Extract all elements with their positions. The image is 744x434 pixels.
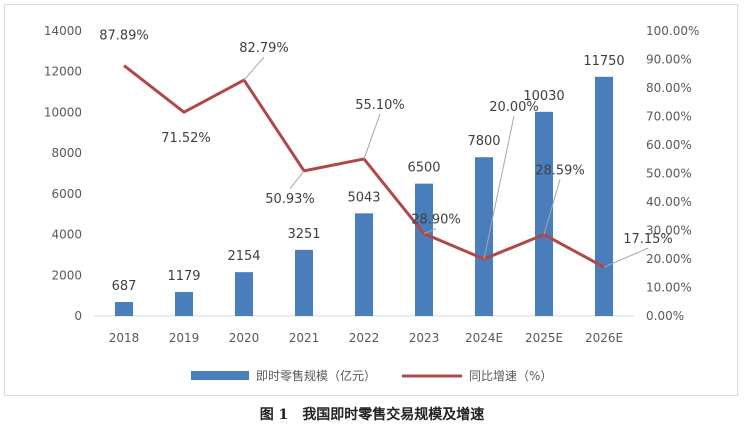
bar bbox=[595, 76, 613, 316]
x-tick-label: 2023 bbox=[409, 331, 440, 345]
leader-line bbox=[603, 247, 649, 268]
x-tick-label: 2022 bbox=[349, 331, 380, 345]
bar-data-label: 687 bbox=[112, 279, 137, 294]
line-data-label: 55.10% bbox=[355, 98, 405, 113]
bar-data-label: 1179 bbox=[167, 269, 200, 284]
bar-data-label: 10030 bbox=[523, 89, 564, 104]
y-left-tick-label: 8000 bbox=[51, 146, 82, 160]
legend-bar-label: 即时零售规模（亿元） bbox=[256, 368, 376, 383]
y-left-tick-label: 12000 bbox=[44, 65, 82, 79]
y-right-tick-label: 0.00% bbox=[646, 309, 684, 323]
legend-bar-swatch bbox=[191, 371, 249, 380]
bar-data-label: 5043 bbox=[347, 190, 380, 205]
line-data-label: 71.52% bbox=[161, 131, 211, 146]
figure-title: 我国即时零售交易规模及增速 bbox=[302, 407, 485, 423]
y-right-tick-label: 70.00% bbox=[646, 110, 692, 124]
line-data-label: 28.59% bbox=[535, 164, 585, 179]
y-right-tick-label: 40.00% bbox=[646, 195, 692, 209]
bar bbox=[415, 183, 433, 316]
leader-line bbox=[363, 113, 381, 160]
y-right-tick-label: 50.00% bbox=[646, 167, 692, 181]
bar bbox=[235, 272, 253, 316]
y-right-tick-label: 20.00% bbox=[646, 252, 692, 266]
bar bbox=[175, 291, 193, 316]
leader-line bbox=[543, 179, 561, 235]
x-tick-label: 2021 bbox=[289, 331, 320, 345]
bar-data-label: 6500 bbox=[407, 161, 440, 176]
x-tick-label: 2018 bbox=[109, 331, 140, 345]
y-right-tick-label: 10.00% bbox=[646, 281, 692, 295]
x-tick-label: 2024E bbox=[465, 331, 503, 345]
figure-caption: 图 1 我国即时零售交易规模及增速 bbox=[0, 404, 744, 424]
leader-line bbox=[289, 170, 305, 190]
line-data-label: 87.89% bbox=[99, 29, 149, 44]
leader-line bbox=[423, 228, 437, 235]
y-right-tick-label: 100.00% bbox=[646, 24, 699, 38]
line-data-label: 28.90% bbox=[411, 213, 461, 228]
chart-frame bbox=[4, 4, 738, 396]
line-data-label: 82.79% bbox=[239, 41, 289, 56]
dual-axis-chart: 0 2000 4000 6000 8000 10000 12000 14000 0.00% 10.… bbox=[44, 24, 700, 383]
bar bbox=[115, 302, 133, 316]
leader-line bbox=[483, 115, 515, 260]
line-data-label: 50.93% bbox=[265, 192, 315, 207]
legend-line-label: 同比增速（%） bbox=[469, 369, 552, 383]
y-right-tick-label: 90.00% bbox=[646, 53, 692, 67]
x-tick-label: 2025E bbox=[525, 331, 563, 345]
y-left-tick-label: 10000 bbox=[44, 105, 82, 119]
bar bbox=[295, 249, 313, 316]
x-tick-label: 2026E bbox=[585, 331, 623, 345]
line-data-label: 17.15% bbox=[623, 232, 673, 247]
bar bbox=[535, 111, 553, 316]
x-tick-label: 2019 bbox=[169, 331, 200, 345]
chart-container: 0 2000 4000 6000 8000 10000 12000 14000 0.00% 10.… bbox=[4, 4, 738, 396]
figure-number: 图 1 bbox=[259, 407, 289, 423]
y-left-tick-label: 4000 bbox=[51, 228, 82, 242]
bar-data-label: 7800 bbox=[467, 134, 500, 149]
x-tick-label: 2020 bbox=[229, 331, 260, 345]
y-right-tick-label: 30.00% bbox=[646, 224, 692, 238]
y-right-tick-label: 60.00% bbox=[646, 138, 692, 152]
leader-line bbox=[243, 56, 265, 81]
y-left-tick-label: 2000 bbox=[51, 268, 82, 282]
y-right-tick-label: 80.00% bbox=[646, 81, 692, 95]
bar bbox=[475, 157, 493, 316]
bar-data-label: 2154 bbox=[227, 249, 260, 264]
y-left-tick-label: 14000 bbox=[44, 24, 82, 38]
y-left-tick-label: 6000 bbox=[51, 187, 82, 201]
bar-data-label: 11750 bbox=[583, 54, 624, 69]
line-data-label: 20.00% bbox=[489, 100, 539, 115]
bar-data-label: 3251 bbox=[287, 227, 320, 242]
y-left-tick-label: 0 bbox=[74, 309, 82, 323]
bar bbox=[355, 213, 373, 316]
